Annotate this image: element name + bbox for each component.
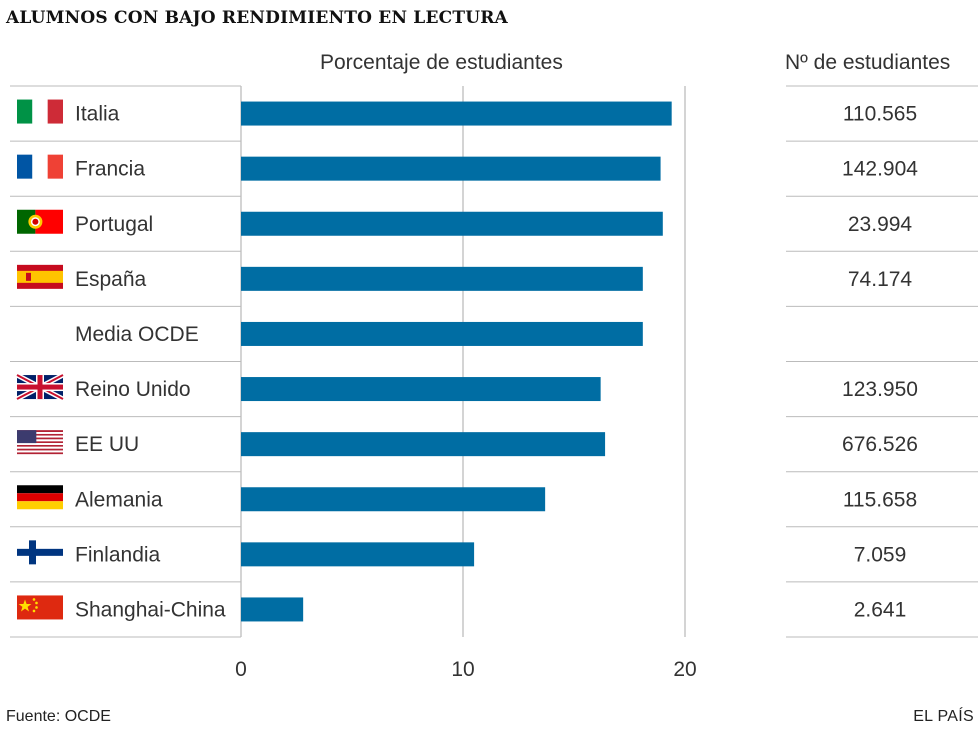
bar (241, 321, 643, 346)
category-label: Francia (75, 158, 145, 181)
x-tick-label: 20 (673, 658, 696, 681)
category-label: Italia (75, 103, 120, 126)
category-label: Shanghai-China (75, 598, 226, 621)
x-tick-label: 10 (451, 658, 474, 681)
france-flag-icon (17, 154, 63, 179)
italy-flag-icon (17, 99, 63, 124)
count-column-header: Nº de estudiantes (785, 51, 951, 74)
bar (241, 101, 672, 126)
spain-flag-icon (17, 264, 63, 289)
source-note: Fuente: OCDE (6, 708, 111, 725)
portugal-flag-icon (17, 209, 63, 234)
bar (241, 432, 606, 457)
student-count: 7.059 (854, 543, 907, 566)
value-axis-title: Porcentaje de estudiantes (320, 51, 563, 74)
chart-title: ALUMNOS CON BAJO RENDIMIENTO EN LECTURA (6, 8, 508, 28)
bar (241, 211, 663, 236)
publisher-brand: EL PAÍS (913, 708, 974, 725)
finland-flag-icon (17, 540, 63, 565)
category-label: España (75, 268, 147, 291)
student-count: 123.950 (842, 378, 918, 401)
student-count: 2.641 (854, 598, 907, 621)
germany-flag-icon (17, 485, 63, 510)
x-tick-label: 0 (235, 658, 247, 681)
bar (241, 487, 546, 512)
category-label: Alemania (75, 488, 163, 511)
student-count: 110.565 (843, 103, 917, 126)
student-count: 142.904 (842, 158, 918, 181)
student-count: 23.994 (848, 213, 913, 236)
category-label: Media OCDE (75, 323, 199, 346)
bar (241, 156, 661, 181)
student-count: 115.658 (843, 488, 917, 511)
bar (241, 377, 601, 402)
bar (241, 266, 643, 291)
usa-flag-icon (17, 430, 63, 455)
student-count: 74.174 (848, 268, 913, 291)
uk-flag-icon (15, 372, 65, 402)
category-label: Finlandia (75, 543, 161, 566)
bar (241, 597, 304, 622)
bar (241, 542, 475, 567)
china-flag-icon (17, 595, 63, 620)
category-label: EE UU (75, 433, 139, 456)
category-label: Portugal (75, 213, 153, 236)
category-label: Reino Unido (75, 378, 191, 401)
student-count: 676.526 (842, 433, 918, 456)
